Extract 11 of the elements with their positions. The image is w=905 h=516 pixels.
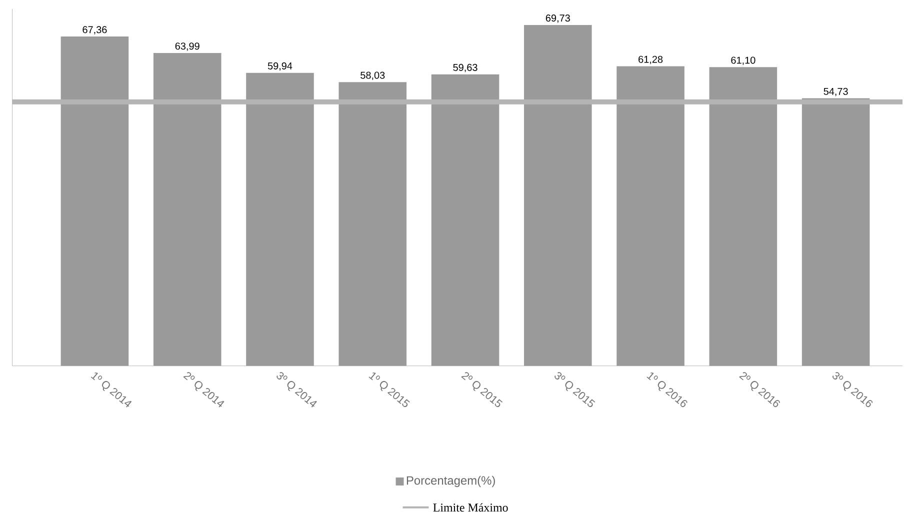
legend-label: Limite Máximo bbox=[433, 503, 508, 512]
data-label: 59,94 bbox=[268, 62, 292, 70]
data-label: 69,73 bbox=[546, 14, 570, 23]
data-label: 67,36 bbox=[82, 26, 107, 34]
data-label: 61,28 bbox=[638, 56, 663, 64]
data-label: 58,03 bbox=[360, 72, 385, 80]
data-label: 61,10 bbox=[731, 56, 756, 65]
data-label: 59,63 bbox=[453, 64, 478, 72]
legend-label: Porcentagem(%) bbox=[406, 476, 495, 487]
data-label: 54,73 bbox=[824, 88, 848, 96]
data-label: 63,99 bbox=[175, 42, 200, 51]
